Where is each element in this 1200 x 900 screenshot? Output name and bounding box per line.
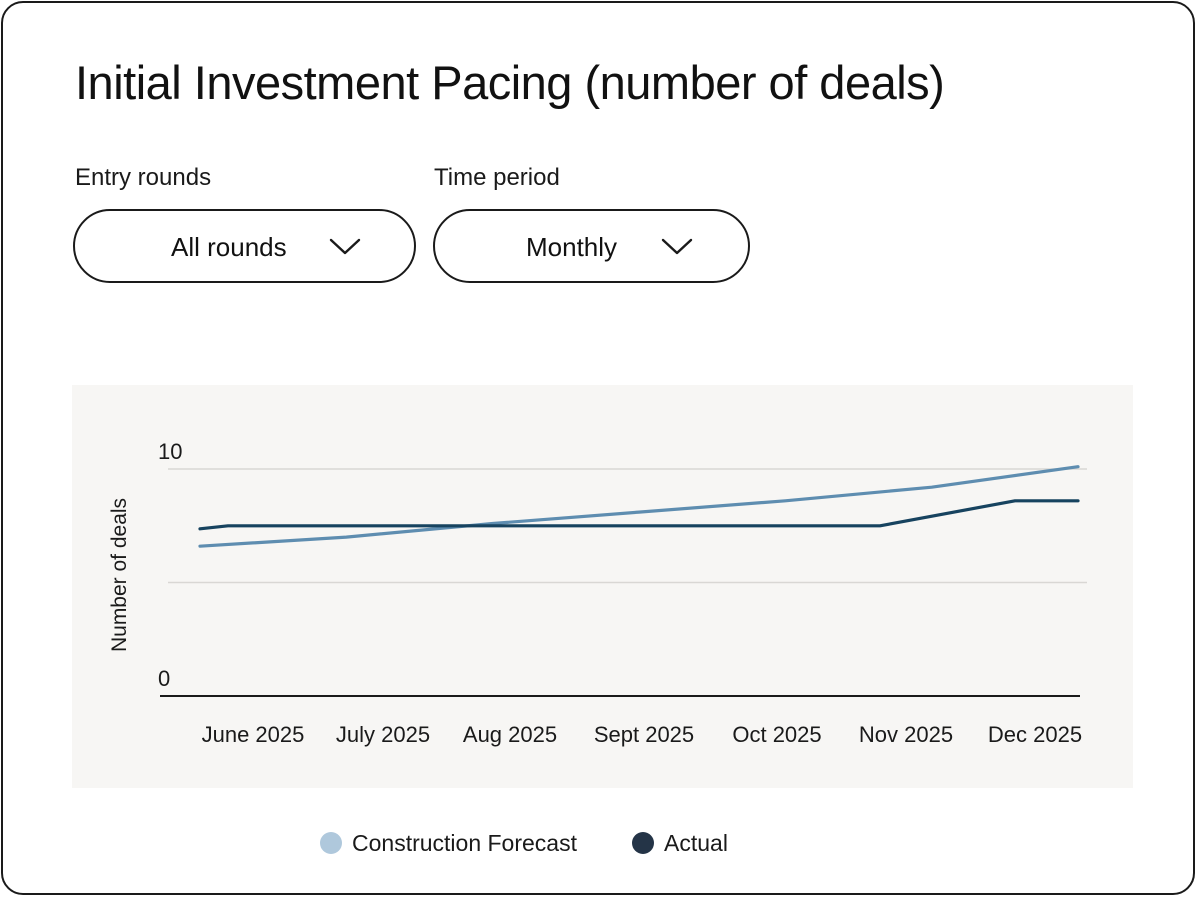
chevron-down-icon xyxy=(661,238,693,255)
legend-swatch-forecast xyxy=(320,832,342,854)
entry-rounds-label: Entry rounds xyxy=(75,164,212,191)
legend-label-forecast: Construction Forecast xyxy=(352,830,577,856)
time-period-value: Monthly xyxy=(526,232,618,262)
time-period-label: Time period xyxy=(434,164,560,191)
chevron-down-icon xyxy=(329,238,361,255)
time-period-dropdown[interactable]: Monthly xyxy=(433,209,750,283)
plot-area xyxy=(72,385,1133,788)
page-title: Initial Investment Pacing (number of dea… xyxy=(75,56,945,109)
entry-rounds-value: All rounds xyxy=(171,232,287,262)
legend-swatch-actual xyxy=(632,832,654,854)
entry-rounds-dropdown[interactable]: All rounds xyxy=(73,209,416,283)
legend-label-actual: Actual xyxy=(664,830,728,856)
